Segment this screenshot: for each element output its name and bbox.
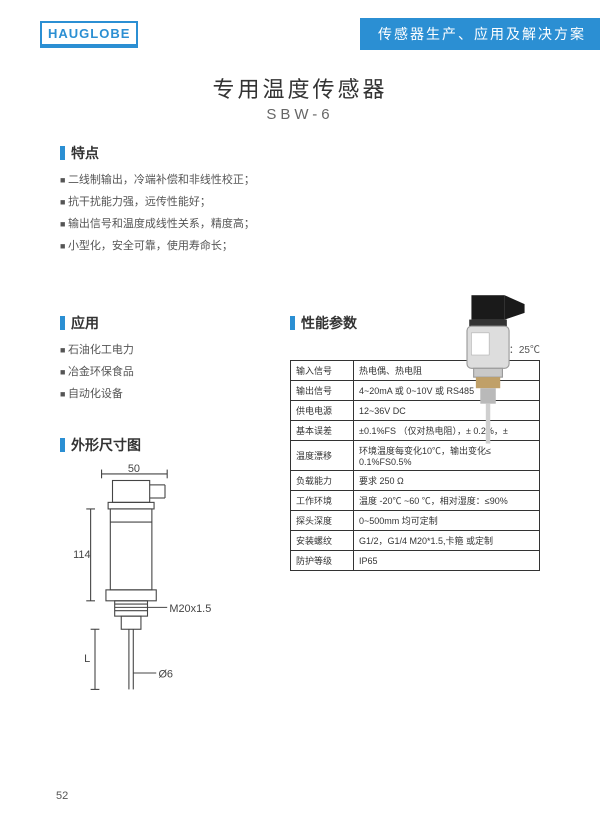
- spec-value: 要求 250 Ω: [354, 471, 540, 491]
- section-bar-icon: [60, 316, 65, 330]
- table-row: 探头深度0~500mm 均可定制: [291, 511, 540, 531]
- spec-key: 供电电源: [291, 401, 354, 421]
- spec-value: 0~500mm 均可定制: [354, 511, 540, 531]
- spec-key: 输出信号: [291, 381, 354, 401]
- dims-title: 外形尺寸图: [71, 435, 141, 455]
- section-bar-icon: [60, 438, 65, 452]
- logo: HAUGLOBE: [40, 21, 138, 48]
- app-item: 自动化设备: [60, 385, 260, 401]
- spec-value: G1/2，G1/4 M20*1.5,卡箍 或定制: [354, 531, 540, 551]
- section-bar-icon: [60, 146, 65, 160]
- spec-key: 负载能力: [291, 471, 354, 491]
- section-bar-icon: [290, 316, 295, 330]
- spec-key: 输入信号: [291, 361, 354, 381]
- product-image: [425, 293, 540, 448]
- app-item: 冶金环保食品: [60, 363, 260, 379]
- spec-key: 安装螺纹: [291, 531, 354, 551]
- feature-item: 小型化，安全可靠，使用寿命长；: [60, 237, 540, 253]
- params-title: 性能参数: [301, 313, 357, 333]
- dim-thread: M20x1.5: [169, 603, 211, 615]
- dims-header: 外形尺寸图: [60, 435, 260, 455]
- table-row: 负载能力要求 250 Ω: [291, 471, 540, 491]
- table-row: 工作环境温度 -20℃ ~60 ℃，相对湿度：≤90%: [291, 491, 540, 511]
- dim-dia: Ø6: [158, 668, 173, 680]
- spec-value: IP65: [354, 551, 540, 571]
- apps-header: 应用: [60, 313, 260, 333]
- table-row: 安装螺纹G1/2，G1/4 M20*1.5,卡箍 或定制: [291, 531, 540, 551]
- page-title: 专用温度传感器: [0, 72, 600, 104]
- spec-key: 探头深度: [291, 511, 354, 531]
- feature-item: 抗干扰能力强，远传性能好；: [60, 193, 540, 209]
- apps-title: 应用: [71, 313, 99, 333]
- dim-L: L: [84, 653, 90, 665]
- spec-value: 温度 -20℃ ~60 ℃，相对湿度：≤90%: [354, 491, 540, 511]
- page-number: 52: [56, 790, 68, 802]
- features-header: 特点: [60, 143, 540, 163]
- features-list: 二线制输出，冷端补偿和非线性校正； 抗干扰能力强，远传性能好； 输出信号和温度成…: [60, 171, 540, 253]
- spec-key: 温度漂移: [291, 441, 354, 471]
- spec-key: 工作环境: [291, 491, 354, 511]
- dim-114: 114: [73, 549, 90, 561]
- dimension-drawing: 50: [60, 463, 235, 708]
- feature-item: 二线制输出，冷端补偿和非线性校正；: [60, 171, 540, 187]
- spec-key: 基本误差: [291, 421, 354, 441]
- dim-50: 50: [128, 463, 140, 475]
- page-header: HAUGLOBE 传感器生产、应用及解决方案: [0, 0, 600, 58]
- table-row: 防护等级IP65: [291, 551, 540, 571]
- feature-item: 输出信号和温度成线性关系，精度高；: [60, 215, 540, 231]
- features-title: 特点: [71, 143, 99, 163]
- page-subtitle: SBW-6: [0, 106, 600, 123]
- header-banner: 传感器生产、应用及解决方案: [360, 18, 600, 50]
- app-item: 石油化工电力: [60, 341, 260, 357]
- apps-list: 石油化工电力 冶金环保食品 自动化设备: [60, 341, 260, 401]
- spec-key: 防护等级: [291, 551, 354, 571]
